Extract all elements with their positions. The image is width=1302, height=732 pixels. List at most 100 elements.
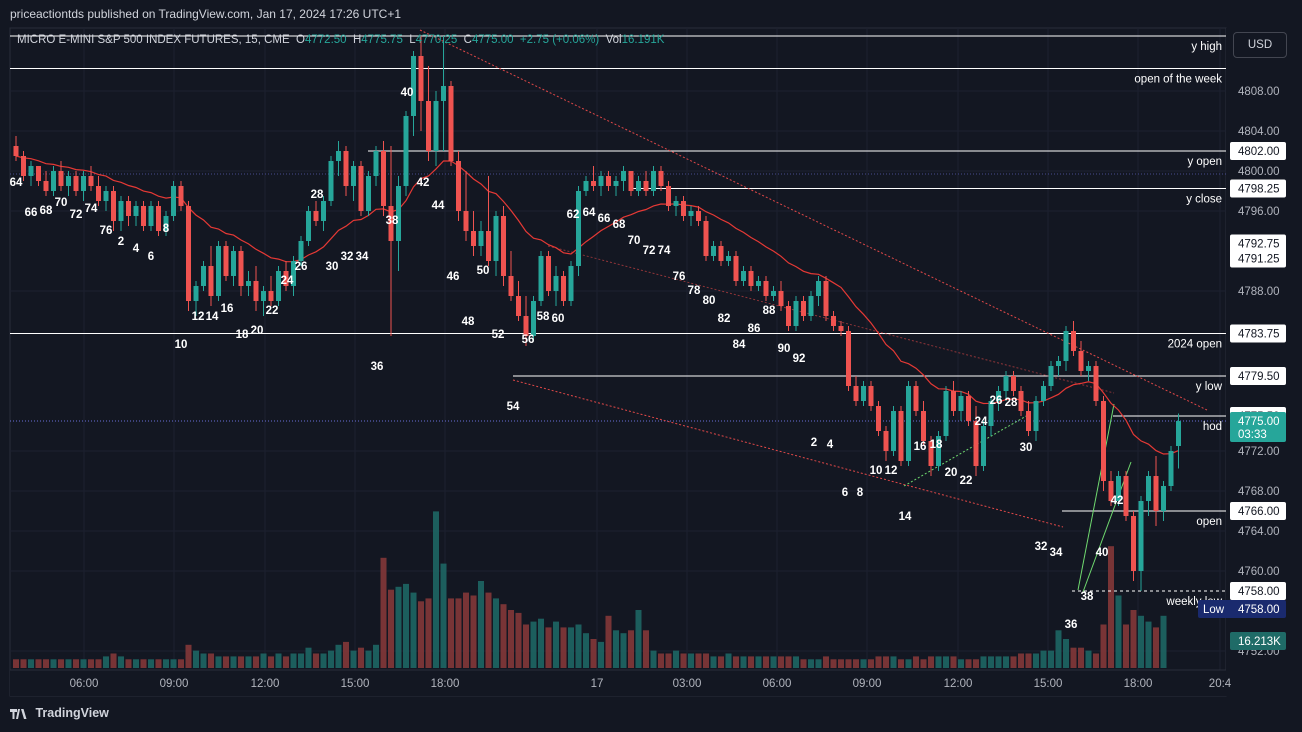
- bull-channel-upper: [1077, 403, 1115, 591]
- time-tick-label: 12:00: [944, 678, 973, 690]
- candle-body: [253, 281, 259, 301]
- volume-bar: [988, 656, 994, 668]
- candle-body: [553, 276, 559, 291]
- volume-bar: [1025, 653, 1032, 668]
- candle-body: [441, 86, 446, 101]
- time-tick-label: 12:00: [251, 678, 280, 690]
- candle-body: [906, 386, 911, 461]
- candle-body: [291, 261, 296, 286]
- candle-body: [921, 411, 926, 441]
- volume-bar: [928, 656, 934, 668]
- candle-body: [816, 281, 821, 296]
- symbol-title: MICRO E-MINI S&P 500 INDEX FUTURES, 15, …: [17, 34, 290, 46]
- publish-header: priceactiontds published on TradingView.…: [0, 0, 1302, 28]
- volume-bar: [650, 650, 657, 668]
- level-label: y low: [1196, 381, 1223, 393]
- candle-body: [501, 216, 506, 276]
- volume-bar: [80, 659, 87, 668]
- bar-number-label: 22: [960, 475, 973, 487]
- volume-bar: [140, 659, 147, 668]
- volume-bar: [230, 656, 237, 668]
- volume-bar: [73, 659, 79, 668]
- candle-body: [358, 166, 364, 211]
- volume-bar: [733, 656, 739, 668]
- candle-body: [658, 171, 664, 186]
- candle-body: [193, 286, 199, 301]
- volume-bar: [643, 630, 649, 668]
- currency-selector[interactable]: USD: [1233, 32, 1287, 58]
- high-value: 4775.75: [361, 34, 403, 46]
- candle-body: [343, 151, 349, 186]
- candle-body: [366, 176, 371, 211]
- volume-bar: [1070, 647, 1077, 668]
- candle-body: [118, 201, 124, 221]
- candle-body: [381, 151, 386, 206]
- candle-body: [1086, 366, 1091, 371]
- bear-trendline-lower: [512, 379, 1064, 528]
- candle-body: [643, 181, 649, 191]
- candle-body: [13, 146, 19, 156]
- candle-body: [718, 246, 724, 261]
- time-tick-label: 06:00: [70, 678, 99, 690]
- candle-body: [756, 281, 761, 286]
- time-axis[interactable]: 06:00 09:00 12:00 15:00 18:00 17 03:00 06:00 09:…: [10, 669, 1232, 696]
- volume-bar: [545, 627, 552, 668]
- candle-body: [1101, 401, 1106, 481]
- price-tick-label: 4800.00: [1238, 166, 1280, 178]
- candle-body: [703, 221, 709, 256]
- candle-body: [868, 386, 874, 406]
- volume-tag-label: 16.213K: [1238, 636, 1281, 648]
- candle-body: [433, 101, 439, 151]
- candle-body: [883, 431, 889, 451]
- time-tick-label: 06:00: [763, 678, 792, 690]
- candle-body: [28, 166, 34, 176]
- bar-number-label: 72: [643, 245, 656, 257]
- volume-bar: [995, 656, 1002, 668]
- price-tag-label: 4792.75: [1238, 239, 1280, 251]
- candle-body: [546, 256, 551, 291]
- volume-bar: [155, 659, 162, 668]
- volume-bar: [508, 610, 514, 668]
- bar-number-label: 64: [10, 177, 23, 189]
- symbol-legend: MICRO E-MINI S&P 500 INDEX FUTURES, 15, …: [17, 34, 664, 46]
- candle-body: [531, 301, 536, 336]
- candle-body: [793, 301, 799, 326]
- bar-number-label: 34: [356, 251, 369, 263]
- open-label: O: [296, 34, 305, 46]
- candle-body: [411, 56, 416, 116]
- price-tick-label: 4804.00: [1238, 126, 1280, 138]
- candle-body: [711, 246, 716, 256]
- bar-number-label: 50: [477, 265, 490, 277]
- price-axis[interactable]: 4808.00 4804.00 4800.00 4796.00 4788.00 4772.…: [1198, 28, 1302, 696]
- time-tick-label: 09:00: [160, 678, 189, 690]
- candle-body: [306, 211, 311, 241]
- bar-number-label: 36: [371, 361, 384, 373]
- level-label: 2024 open: [1168, 339, 1222, 351]
- bar-number-label: 8: [163, 223, 170, 235]
- volume-bar: [688, 653, 694, 668]
- volume-bar: [755, 656, 762, 668]
- volume-bar: [1115, 595, 1122, 668]
- moving-averages: [15, 155, 1179, 455]
- volume-bar: [725, 653, 732, 668]
- candle-body: [576, 191, 581, 266]
- volume-label: Vol: [605, 34, 622, 46]
- price-tick-label: 4760.00: [1238, 566, 1280, 578]
- candle-body: [283, 271, 289, 286]
- price-tag: [1230, 249, 1286, 268]
- volume-bar: [88, 659, 94, 668]
- volume-bar: [103, 656, 109, 668]
- volume-bar: [958, 659, 964, 668]
- price-tag: [1230, 367, 1286, 385]
- volume-bar: [590, 639, 597, 668]
- bar-number-label: 24: [975, 416, 988, 428]
- bar-number-label: 56: [522, 334, 535, 346]
- high-label: H: [352, 34, 362, 46]
- bar-number-label: 22: [266, 305, 279, 317]
- change-value: +2.75 (+0.06%): [519, 34, 600, 46]
- candle-body: [141, 206, 146, 226]
- candle-body: [328, 161, 334, 201]
- volume-bar: [455, 598, 462, 668]
- volume-bar: [883, 656, 889, 668]
